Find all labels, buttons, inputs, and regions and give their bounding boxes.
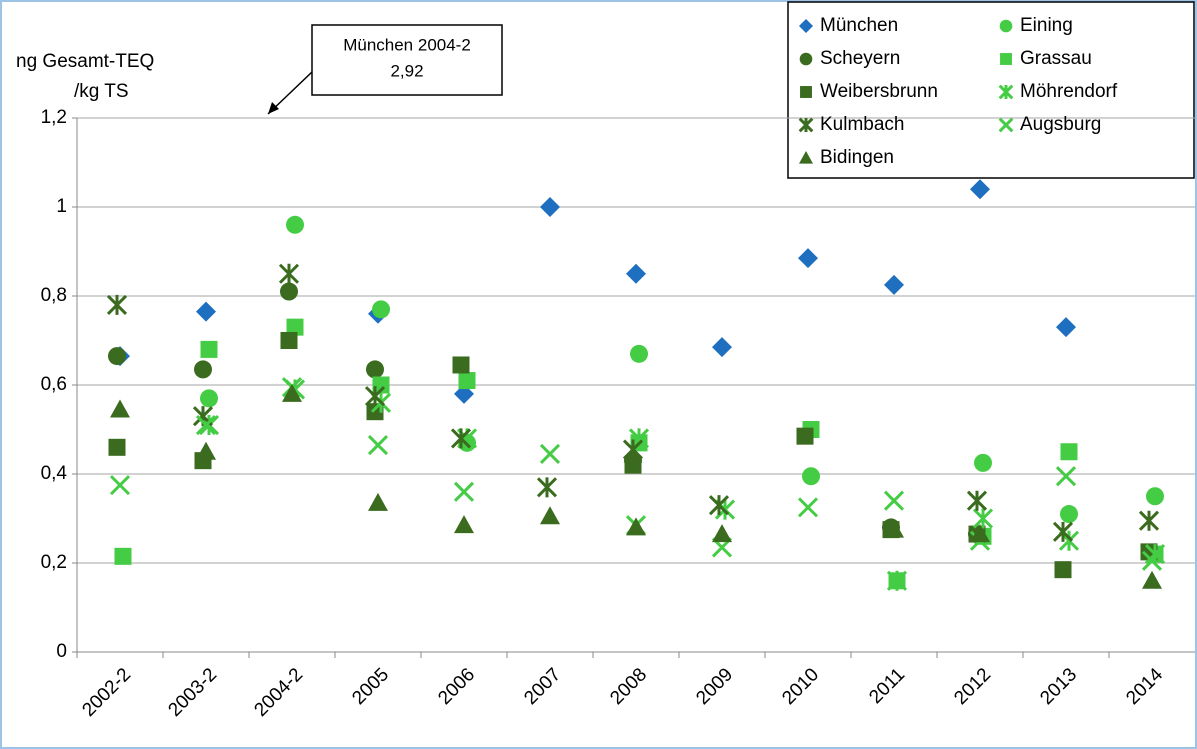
annotation-text: München 2004-2	[343, 35, 471, 54]
marker	[200, 389, 218, 408]
marker	[708, 495, 730, 516]
y-axis-label: /kg TS	[74, 81, 129, 102]
legend-label: Bidingen	[820, 147, 894, 168]
marker	[366, 360, 384, 379]
marker	[367, 435, 389, 456]
marker	[796, 427, 814, 445]
marker	[110, 399, 130, 418]
marker	[798, 117, 814, 133]
marker	[539, 443, 561, 465]
marker	[278, 263, 300, 284]
marker	[630, 344, 648, 363]
marker	[536, 477, 558, 498]
marker	[286, 215, 304, 234]
marker	[114, 547, 132, 565]
marker	[798, 248, 818, 269]
marker	[799, 151, 813, 164]
marker	[1138, 510, 1160, 531]
marker	[966, 490, 988, 511]
marker	[626, 517, 646, 536]
marker	[280, 282, 298, 301]
marker	[1060, 505, 1078, 524]
marker	[712, 337, 732, 358]
marker	[458, 372, 476, 390]
marker	[972, 508, 994, 529]
marker	[884, 519, 904, 538]
y-tick-label: 1,2	[41, 107, 67, 128]
marker	[884, 274, 904, 295]
marker	[970, 179, 990, 200]
marker	[626, 263, 646, 284]
y-tick-label: 0,8	[41, 285, 67, 306]
marker	[454, 515, 474, 534]
marker	[453, 481, 475, 502]
marker	[970, 524, 990, 543]
legend-label: Augsburg	[1020, 114, 1101, 135]
legend	[787, 1, 1195, 179]
legend-label: Weibersbrunn	[820, 81, 938, 102]
marker	[109, 475, 131, 496]
legend-label: Scheyern	[820, 48, 900, 69]
legend-label: Kulmbach	[820, 114, 905, 135]
marker	[108, 438, 126, 456]
legend-label: Grassau	[1020, 48, 1092, 69]
marker	[1054, 561, 1072, 579]
marker	[286, 318, 304, 336]
marker	[1141, 550, 1163, 571]
legend-label: Eining	[1020, 15, 1073, 36]
y-tick-label: 0,6	[41, 374, 67, 395]
marker	[372, 376, 390, 394]
marker	[1146, 487, 1164, 506]
marker	[624, 456, 642, 474]
marker	[366, 403, 384, 421]
marker	[194, 360, 212, 379]
y-tick-label: 0,2	[41, 552, 67, 573]
marker	[998, 117, 1014, 133]
marker	[106, 294, 128, 315]
marker	[195, 414, 217, 436]
marker	[196, 301, 216, 322]
marker	[802, 467, 820, 486]
marker	[452, 356, 470, 374]
marker	[364, 386, 386, 407]
marker	[1000, 53, 1012, 65]
marker	[797, 497, 819, 518]
marker	[282, 383, 302, 402]
marker	[1060, 443, 1078, 461]
marker	[883, 490, 905, 511]
marker	[540, 506, 560, 525]
legend-label: München	[820, 15, 898, 36]
marker	[450, 428, 472, 449]
marker	[999, 19, 1013, 33]
annotation-box	[311, 24, 503, 96]
marker	[800, 86, 812, 98]
marker	[200, 340, 218, 358]
marker	[372, 300, 390, 319]
y-axis-label: ng Gesamt-TEQ	[16, 51, 154, 72]
marker	[1052, 521, 1074, 542]
legend-label: Möhrendorf	[1020, 81, 1118, 102]
marker	[108, 347, 126, 366]
marker	[1142, 570, 1162, 589]
marker	[280, 332, 298, 349]
marker	[998, 84, 1014, 100]
marker	[368, 492, 388, 511]
marker	[886, 570, 908, 591]
marker	[799, 52, 813, 66]
y-tick-label: 0,4	[41, 463, 68, 484]
marker	[799, 19, 813, 33]
marker	[196, 441, 216, 460]
y-tick-label: 1	[56, 196, 67, 217]
marker	[1055, 466, 1077, 487]
marker	[1056, 317, 1076, 338]
marker	[622, 439, 644, 460]
marker	[1144, 544, 1166, 565]
annotation-text: 2,92	[390, 61, 423, 80]
marker	[540, 197, 560, 217]
annotation-arrowhead	[268, 102, 279, 114]
marker	[712, 524, 732, 543]
marker	[974, 453, 992, 472]
y-tick-label: 0	[56, 641, 67, 662]
